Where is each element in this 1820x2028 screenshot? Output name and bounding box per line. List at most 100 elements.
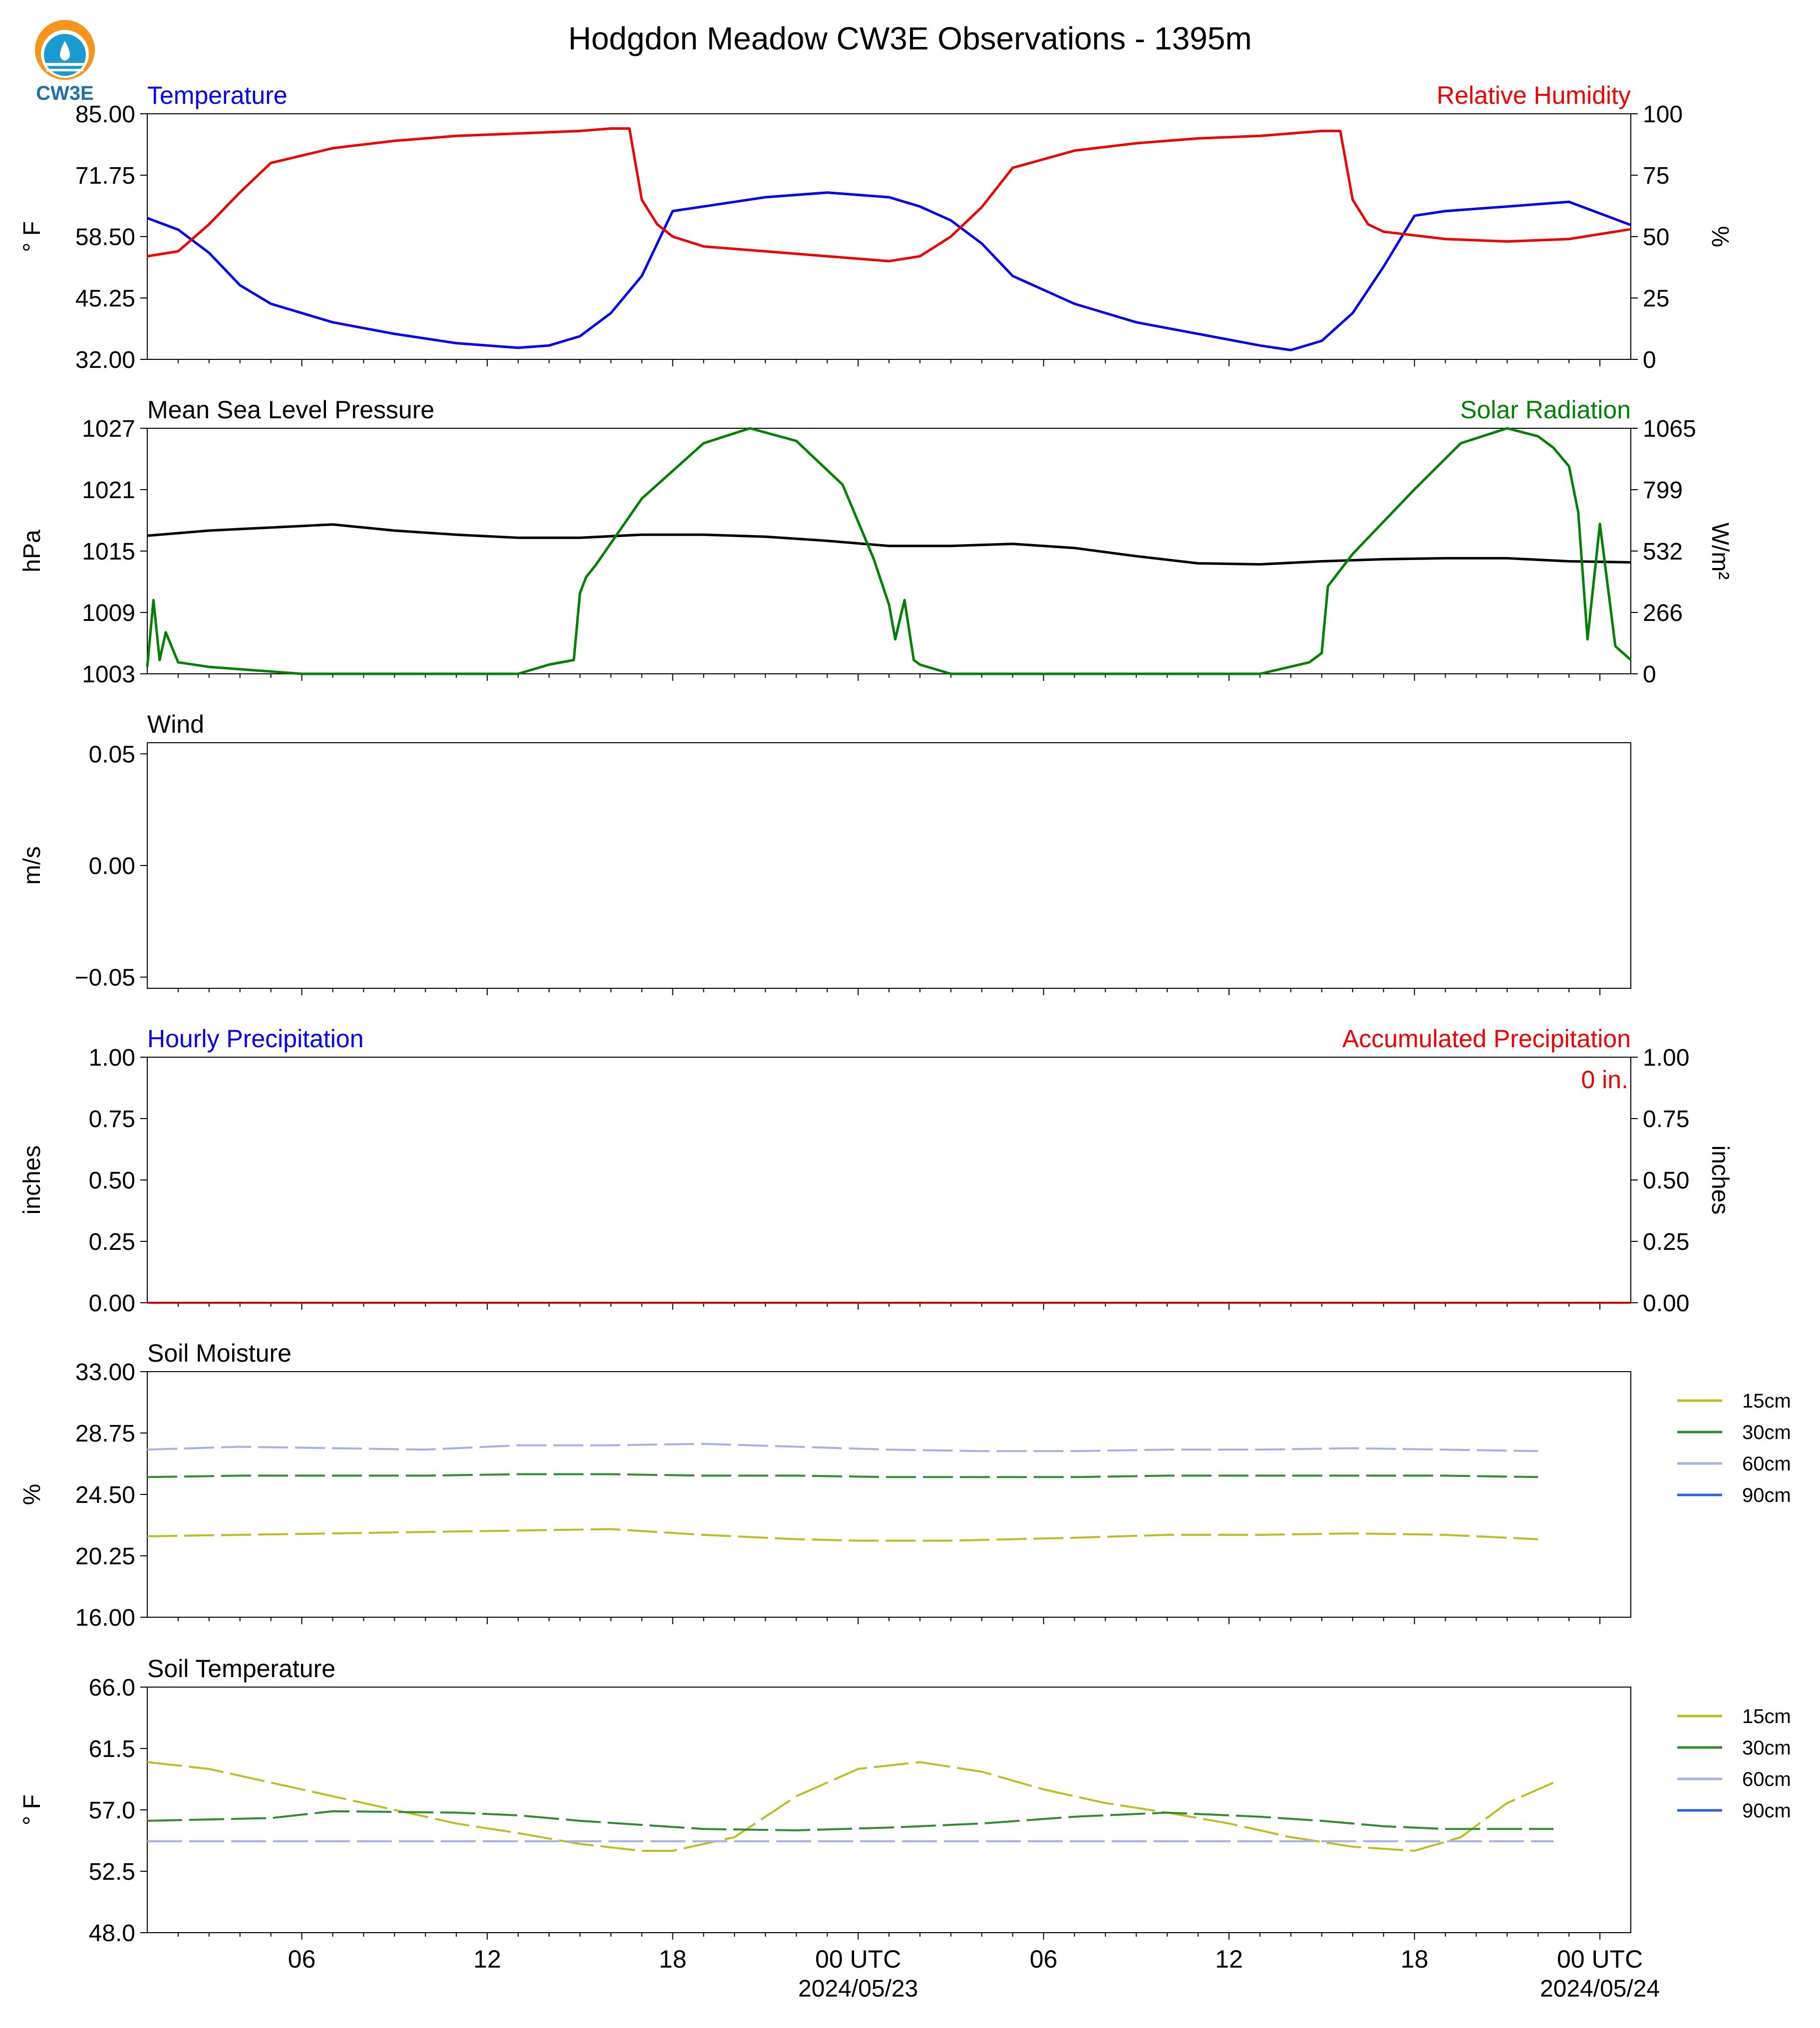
soil_moisture-left-tick-label: 33.00 — [75, 1359, 135, 1386]
soil_temp-left-unit: ° F — [19, 1794, 45, 1825]
temperature-series-line — [147, 191, 1631, 351]
x-tick-label: 18 — [659, 1945, 687, 1973]
wind-left-title: Wind — [147, 710, 204, 738]
precip-right-tick-label: 0.50 — [1643, 1167, 1689, 1194]
soil_temp-left-tick-label: 61.5 — [89, 1736, 135, 1762]
temperature-left-tick-label: 58.50 — [75, 224, 135, 251]
soil_moisture-left-unit: % — [19, 1484, 45, 1505]
temperature-left-tick-label: 45.25 — [75, 286, 135, 312]
pressure-right-tick-label: 799 — [1643, 477, 1683, 504]
pressure-plot-frame — [147, 428, 1631, 674]
legend-label-90cm: 90cm — [1742, 1800, 1791, 1822]
temperature-right-unit: % — [1707, 226, 1733, 248]
soil_moisture-left-tick-label: 24.50 — [75, 1482, 135, 1508]
precip-plot-frame — [147, 1057, 1631, 1303]
wind-left-tick-label: 0.00 — [89, 853, 135, 879]
soil_temp-left-tick-label: 48.0 — [89, 1920, 135, 1947]
precip-right-tick-label: 1.00 — [1643, 1045, 1689, 1071]
x-tick-label: 06 — [1030, 1945, 1058, 1973]
precip-right-tick-label: 0.00 — [1643, 1290, 1689, 1317]
x-date-label: 2024/05/24 — [1540, 1976, 1660, 2002]
legend-label-30cm: 30cm — [1742, 1737, 1791, 1759]
page-title: Hodgdon Meadow CW3E Observations - 1395m — [568, 20, 1252, 56]
soil-moisture-30cm-line — [147, 1473, 1538, 1478]
x-tick-label: 12 — [473, 1945, 501, 1973]
temperature-right-title: Relative Humidity — [1437, 81, 1631, 109]
cw3e-logo: CW3E — [27, 15, 102, 105]
wind-plot-frame — [147, 742, 1631, 989]
temperature-plot-frame — [147, 113, 1631, 360]
soil_moisture-plot-frame — [147, 1371, 1631, 1618]
soil_temp-plot-frame — [147, 1687, 1631, 1933]
precip-left-tick-label: 0.75 — [89, 1106, 135, 1133]
temperature-left-unit: ° F — [19, 221, 45, 252]
logo-text: CW3E — [36, 82, 94, 104]
legend-label-30cm: 30cm — [1742, 1422, 1791, 1444]
precip-left-tick-label: 0.25 — [89, 1229, 135, 1255]
soil-moisture-15cm-line — [147, 1528, 1538, 1542]
precip-right-unit: inches — [1707, 1146, 1733, 1215]
precip-left-unit: inches — [19, 1146, 45, 1215]
legend-label-15cm: 15cm — [1742, 1390, 1791, 1412]
pressure-left-tick-label: 1009 — [82, 600, 135, 626]
pressure-left-tick-label: 1021 — [82, 477, 135, 504]
precip-left-tick-label: 0.50 — [89, 1167, 135, 1194]
soil_temp-left-tick-label: 57.0 — [89, 1797, 135, 1824]
precip-left-title: Hourly Precipitation — [147, 1025, 364, 1053]
soil-temp-15cm-line — [147, 1761, 1554, 1852]
pressure-right-tick-label: 266 — [1643, 600, 1683, 626]
x-tick-label: 18 — [1401, 1945, 1429, 1973]
x-tick-label: 00 UTC — [1557, 1945, 1643, 1973]
legend-label-60cm: 60cm — [1742, 1453, 1791, 1475]
temperature-right-tick-label: 25 — [1643, 286, 1669, 312]
temperature-left-title: Temperature — [147, 81, 288, 109]
temperature-right-tick-label: 75 — [1643, 163, 1669, 189]
soil_moisture-left-tick-label: 16.00 — [75, 1605, 135, 1631]
x-tick-label: 00 UTC — [815, 1945, 901, 1973]
pressure-left-title: Mean Sea Level Pressure — [147, 396, 434, 424]
relative-humidity-series-line — [147, 127, 1631, 263]
x-tick-label: 12 — [1215, 1945, 1243, 1973]
temperature-right-tick-label: 50 — [1643, 224, 1669, 251]
temperature-left-tick-label: 85.00 — [75, 101, 135, 128]
pressure-left-unit: hPa — [19, 530, 45, 573]
legend-label-90cm: 90cm — [1742, 1484, 1791, 1506]
wind-left-tick-label: 0.05 — [89, 741, 135, 768]
temperature-right-tick-label: 0 — [1643, 347, 1656, 373]
pressure-left-tick-label: 1027 — [82, 416, 135, 442]
cw3e-water-drop-logo-icon: CW3E — [35, 20, 95, 104]
precip-right-title: Accumulated Precipitation — [1342, 1025, 1631, 1053]
legend-label-15cm: 15cm — [1742, 1706, 1791, 1728]
pressure-right-tick-label: 532 — [1643, 539, 1683, 565]
wind-left-unit: m/s — [19, 846, 45, 884]
precip-right-tick-label: 0.25 — [1643, 1229, 1689, 1255]
accumulated-precip-total-label: 0 in. — [1581, 1066, 1628, 1094]
soil_moisture-left-tick-label: 28.75 — [75, 1421, 135, 1447]
temperature-right-tick-label: 100 — [1643, 101, 1683, 128]
precip-left-tick-label: 0.00 — [89, 1290, 135, 1317]
x-date-label: 2024/05/23 — [798, 1976, 918, 2002]
pressure-right-unit: W/m² — [1707, 523, 1733, 580]
soil_moisture-left-tick-label: 20.25 — [75, 1543, 135, 1570]
pressure-left-tick-label: 1003 — [82, 661, 135, 688]
wind-left-tick-label: −0.05 — [75, 965, 135, 991]
pressure-right-title: Solar Radiation — [1460, 396, 1631, 424]
pressure-left-tick-label: 1015 — [82, 539, 135, 565]
soil-moisture-60cm-line — [147, 1443, 1538, 1452]
legend-label-60cm: 60cm — [1742, 1768, 1791, 1790]
precip-left-tick-label: 1.00 — [89, 1045, 135, 1071]
pressure-right-tick-label: 0 — [1643, 661, 1656, 688]
soil-temp-30cm-line — [147, 1810, 1554, 1831]
pressure-right-tick-label: 1065 — [1643, 416, 1696, 442]
temperature-left-tick-label: 32.00 — [75, 347, 135, 373]
precip-right-tick-label: 0.75 — [1643, 1106, 1689, 1133]
pressure-series-line — [147, 523, 1631, 566]
x-tick-label: 06 — [288, 1945, 316, 1973]
solar-radiation-series-line — [146, 427, 1632, 675]
soil_temp-left-tick-label: 52.5 — [89, 1859, 135, 1885]
soil_temp-left-title: Soil Temperature — [147, 1655, 335, 1683]
soil_temp-left-tick-label: 66.0 — [89, 1675, 135, 1701]
soil_moisture-left-title: Soil Moisture — [147, 1339, 292, 1367]
temperature-left-tick-label: 71.75 — [75, 163, 135, 189]
